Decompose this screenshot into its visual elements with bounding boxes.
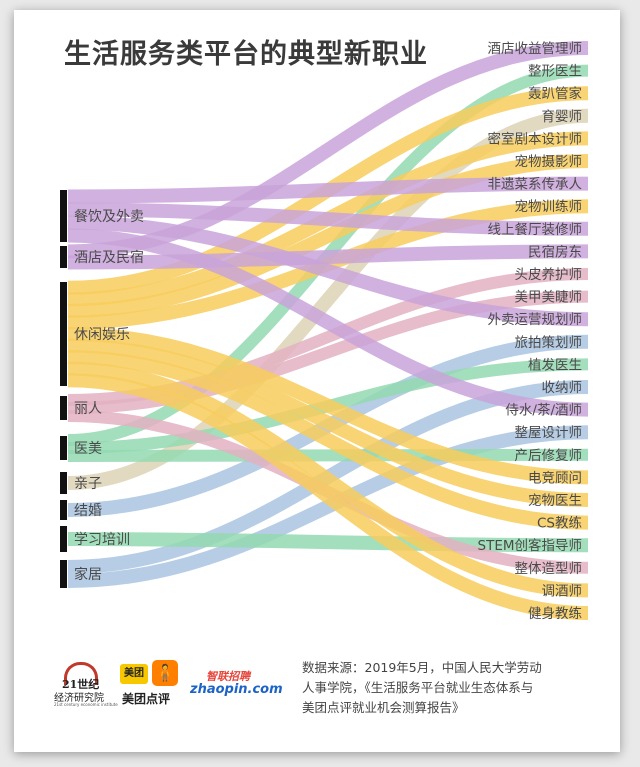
source-line-1: 数据来源：2019年5月，中国人民大学劳动 (302, 660, 542, 675)
job-label: 密室剧本设计师 (488, 130, 583, 147)
job-label: 侍水/茶/酒师 (505, 403, 582, 419)
job-label: 宠物医生 (528, 493, 582, 509)
21st-century-institute-logo: 21世纪 经济研究院 21st century economic institu… (54, 662, 118, 710)
logo-21-tiny: 21st century economic institute (54, 702, 118, 707)
source-bar-wedding (60, 500, 67, 520)
job-label: 宠物摄影师 (515, 154, 583, 170)
source-bar-leisure (60, 282, 67, 386)
source-label-home: 家居 (74, 566, 102, 583)
job-label: 轰趴管家 (528, 85, 582, 102)
source-note: 数据来源：2019年5月，中国人民大学劳动 人事学院，《生活服务平台就业生态体系… (302, 658, 582, 718)
job-label: 线上餐厅装修师 (488, 222, 583, 238)
flow-leisure-to-job-25 (67, 373, 589, 620)
job-label: 调酒师 (542, 583, 583, 599)
flow-home-to-job-17 (67, 425, 589, 588)
flow-beauty-to-job-11 (67, 290, 589, 414)
zhaopin-cn: 智联招聘 (206, 670, 250, 683)
source-bar-training (60, 526, 67, 552)
flows-layer (67, 41, 589, 620)
source-label-beauty: 丽人 (74, 401, 102, 417)
page-title: 生活服务类平台的典型新职业 (64, 39, 428, 70)
job-label: 育婴师 (542, 109, 583, 125)
infographic-card: 生活服务类平台的典型新职业 餐饮及外卖酒店及民宿休闲娱乐丽人医美亲子结婚学习培训… (14, 10, 620, 752)
job-label: 非遗菜系传承人 (488, 177, 583, 193)
source-bar-medical (60, 436, 67, 460)
job-label: 收纳师 (542, 380, 583, 396)
job-label: 旅拍策划师 (515, 334, 583, 351)
source-label-wedding: 结婚 (74, 503, 102, 519)
job-label: 电竞顾问 (528, 469, 582, 486)
flow-leisure-to-job-21 (67, 350, 589, 530)
logo-21-main: 21世纪 (62, 678, 100, 691)
job-label: 整屋设计师 (515, 425, 583, 441)
source-label-food: 餐饮及外卖 (74, 209, 144, 225)
flow-leisure-to-job-5 (67, 154, 589, 318)
source-label-parent: 亲子 (74, 476, 102, 492)
source-line-2: 人事学院，《生活服务平台就业生态体系与 (302, 680, 534, 695)
source-bar-parent (60, 472, 67, 494)
meituan-badge: 美团 (120, 664, 148, 684)
flow-training-to-job-22 (67, 532, 589, 553)
jobs-layer: 酒店收益管理师整形医生轰趴管家育婴师密室剧本设计师宠物摄影师非遗菜系传承人宠物训… (478, 41, 583, 622)
flow-leisure-to-job-24 (67, 361, 589, 598)
dianping-person-icon: 🧍 (152, 660, 178, 686)
flow-leisure-to-job-20 (67, 338, 589, 507)
job-label: CS教练 (537, 516, 582, 532)
flow-food-to-job-16 (67, 228, 589, 417)
job-label: 外卖运营规划师 (488, 312, 583, 328)
job-label: 健身教练 (528, 606, 582, 622)
source-line-3: 美团点评就业机会测算报告》 (302, 700, 465, 715)
source-bar-hotel (60, 246, 67, 268)
flow-leisure-to-job-19 (67, 327, 589, 485)
source-label-hotel: 酒店及民宿 (74, 249, 144, 266)
logo-21-sub: 经济研究院 (54, 693, 104, 704)
flow-food-to-job-6 (67, 176, 589, 204)
meituan-dianping-logo: 美团 🧍 美团点评 (120, 660, 180, 708)
source-label-medical: 医美 (74, 441, 102, 457)
flow-food-to-job-8 (67, 202, 589, 236)
flow-food-to-job-12 (67, 215, 589, 327)
source-label-leisure: 休闲娱乐 (74, 327, 130, 343)
job-label: 植发医生 (528, 357, 582, 373)
job-label: STEM创客指导师 (478, 537, 583, 554)
job-label: 民宿房东 (528, 243, 582, 260)
meituan-name: 美团点评 (122, 692, 171, 706)
job-label: 酒店收益管理师 (488, 41, 583, 57)
job-label: 整形医生 (528, 64, 582, 80)
job-label: 头皮养护师 (515, 267, 583, 283)
flow-parent-to-job-3 (67, 108, 589, 490)
flow-hotel-to-job-9 (67, 244, 589, 270)
logo-ring-icon (64, 662, 98, 685)
flow-medical-to-job-18 (67, 448, 589, 462)
source-bar-beauty (60, 396, 67, 420)
job-label: 宠物训练师 (515, 199, 583, 215)
source-label-training: 学习培训 (74, 532, 130, 548)
job-label: 整体造型师 (515, 561, 583, 577)
source-bar-food (60, 190, 67, 242)
zhaopin-logo: 智联招聘 zhaopin.com (190, 668, 283, 702)
source-bar-home (60, 560, 67, 588)
job-label: 美甲美睫师 (515, 290, 583, 306)
zhaopin-en: zhaopin.com (190, 682, 283, 697)
job-label: 产后修复师 (515, 447, 583, 464)
